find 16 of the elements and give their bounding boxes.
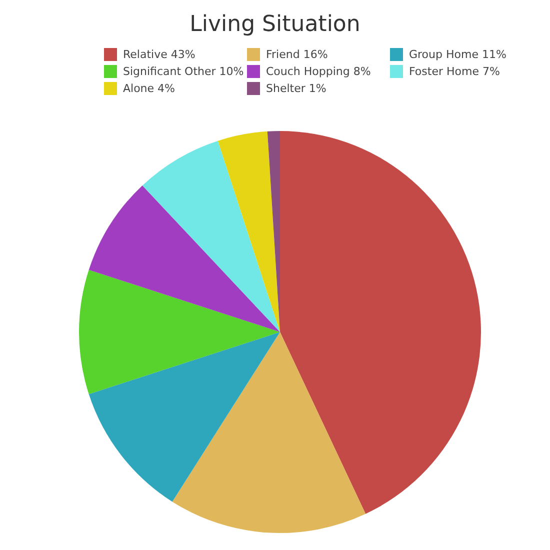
legend-label: Foster Home 7% bbox=[409, 65, 500, 78]
pie-slice bbox=[280, 131, 481, 514]
legend-label: Shelter 1% bbox=[266, 82, 326, 95]
legend-label: Relative 43% bbox=[123, 48, 196, 61]
pie-slice bbox=[88, 332, 280, 502]
legend-label: Alone 4% bbox=[123, 82, 175, 95]
pie-slice bbox=[142, 140, 280, 332]
legend-label: Group Home 11% bbox=[409, 48, 506, 61]
pie-slice bbox=[79, 270, 280, 394]
legend-label: Friend 16% bbox=[266, 48, 328, 61]
chart-title: Living Situation bbox=[188, 12, 362, 37]
pie-slice bbox=[172, 332, 366, 533]
pie-slice bbox=[88, 185, 280, 332]
legend-label: Significant Other 10% bbox=[123, 65, 244, 78]
pie-slice bbox=[218, 131, 280, 332]
legend-label: Couch Hopping 8% bbox=[266, 65, 371, 78]
